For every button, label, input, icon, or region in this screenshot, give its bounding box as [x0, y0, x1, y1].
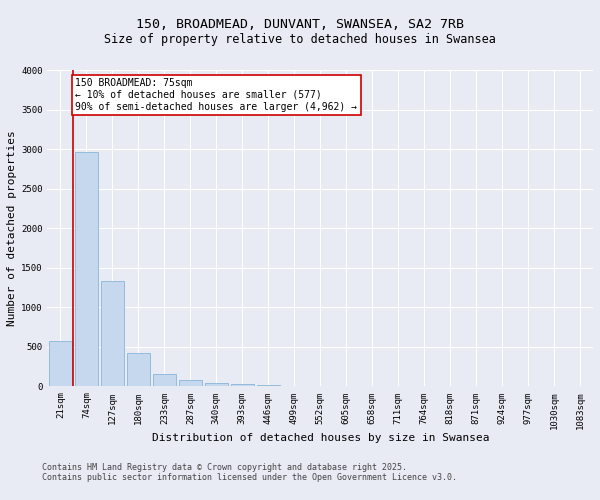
- Text: 150 BROADMEAD: 75sqm
← 10% of detached houses are smaller (577)
90% of semi-deta: 150 BROADMEAD: 75sqm ← 10% of detached h…: [75, 78, 357, 112]
- Bar: [152, 374, 176, 386]
- Text: Contains public sector information licensed under the Open Government Licence v3: Contains public sector information licen…: [42, 474, 457, 482]
- Bar: [49, 340, 72, 386]
- Y-axis label: Number of detached properties: Number of detached properties: [7, 130, 17, 326]
- Bar: [179, 380, 202, 386]
- Bar: [75, 152, 98, 386]
- Bar: [127, 353, 150, 386]
- Text: 150, BROADMEAD, DUNVANT, SWANSEA, SA2 7RB: 150, BROADMEAD, DUNVANT, SWANSEA, SA2 7R…: [136, 18, 464, 30]
- Text: Size of property relative to detached houses in Swansea: Size of property relative to detached ho…: [104, 32, 496, 46]
- Bar: [101, 282, 124, 387]
- X-axis label: Distribution of detached houses by size in Swansea: Distribution of detached houses by size …: [152, 433, 489, 443]
- Bar: [257, 385, 280, 386]
- Bar: [230, 384, 254, 386]
- Text: Contains HM Land Registry data © Crown copyright and database right 2025.: Contains HM Land Registry data © Crown c…: [42, 464, 407, 472]
- Bar: [205, 383, 228, 386]
